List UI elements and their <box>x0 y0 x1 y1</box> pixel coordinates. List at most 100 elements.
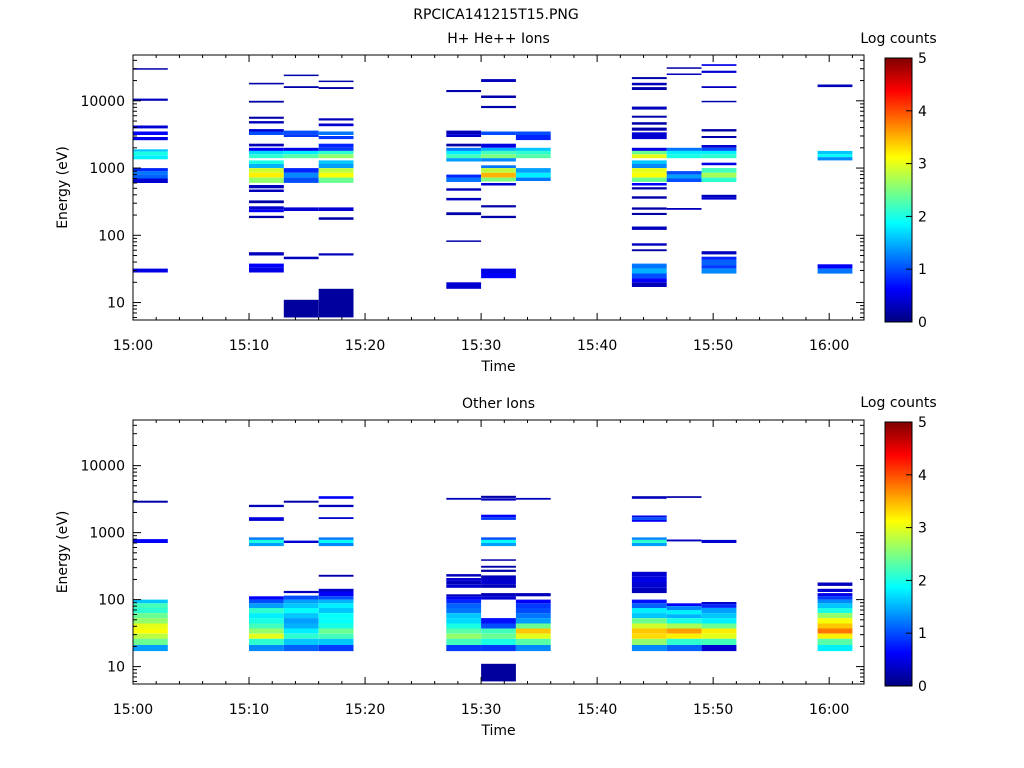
heatmap-cell <box>481 498 516 501</box>
colorbar-tick-label: 5 <box>918 415 927 431</box>
heatmap-cell <box>318 143 354 148</box>
heatmap-cell <box>701 129 737 132</box>
heatmap-cell <box>817 618 853 624</box>
heatmap-cell <box>133 645 168 652</box>
heatmap-cell <box>318 253 354 256</box>
heatmap-cell <box>283 608 319 614</box>
heatmap-cell <box>631 645 667 652</box>
heatmap-cell <box>318 592 354 597</box>
heatmap-cell <box>481 543 516 547</box>
colorbar-label: Log counts <box>860 31 936 47</box>
colorbar-tick-label: 1 <box>918 262 927 278</box>
heatmap-cell <box>446 143 482 147</box>
y-tick-label: 1000 <box>89 161 125 177</box>
heatmap-cell <box>666 603 702 607</box>
heatmap-cell <box>631 207 667 210</box>
heatmap-cells <box>133 495 853 682</box>
heatmap-cell <box>631 273 667 279</box>
heatmap-cell <box>249 543 284 547</box>
heatmap-cell <box>446 130 482 134</box>
heatmap-cell <box>631 150 667 155</box>
heatmap-cell <box>446 240 482 242</box>
heatmap-cell <box>701 100 737 103</box>
heatmap-cell <box>446 618 482 624</box>
plot-frame <box>132 419 865 685</box>
y-axis-label: Energy (eV) <box>55 511 71 594</box>
heatmap-cell <box>631 172 667 178</box>
plot-frame <box>132 54 865 321</box>
heatmap-cell <box>318 118 354 121</box>
heatmap-cell <box>283 168 319 173</box>
heatmap-cell <box>318 645 354 652</box>
heatmap-cell <box>318 123 354 127</box>
colorbar-tick-label: 0 <box>918 315 927 331</box>
heatmap-cell <box>631 160 667 164</box>
heatmap-cell <box>631 263 667 269</box>
heatmap-cell <box>249 504 284 508</box>
heatmap-cell <box>249 539 284 543</box>
heatmap-cell <box>283 628 319 634</box>
x-tick-label: 15:50 <box>693 702 733 718</box>
heatmap-cell <box>701 618 737 624</box>
heatmap-cell <box>631 243 667 246</box>
heatmap-cell <box>318 496 354 499</box>
heatmap-cell <box>249 200 284 204</box>
heatmap-cell <box>701 638 737 645</box>
heatmap-cell <box>481 537 516 540</box>
heatmap-cell <box>133 628 168 634</box>
heatmap-cell <box>481 633 516 639</box>
heatmap-cell <box>318 596 354 600</box>
heatmap-cell <box>249 517 284 519</box>
heatmap-cell <box>249 82 284 85</box>
heatmap-cell <box>666 154 702 159</box>
heatmap-cell <box>631 599 667 604</box>
heatmap-cell <box>318 628 354 634</box>
heatmap-cell <box>249 209 284 213</box>
heatmap-cell <box>631 268 667 274</box>
heatmap-cell <box>515 593 551 597</box>
heatmap-cell <box>446 282 482 289</box>
heatmap-cell <box>133 539 168 543</box>
heatmap-cell <box>701 194 737 198</box>
y-tick-label: 10000 <box>80 94 125 110</box>
heatmap-cell <box>318 574 354 577</box>
colorbar-tick-label: 4 <box>918 104 927 120</box>
heatmap-cell <box>631 515 667 518</box>
heatmap-cell <box>318 599 354 604</box>
heatmap-cell <box>631 576 667 583</box>
heatmap-cell <box>249 599 284 604</box>
heatmap-cell <box>283 623 319 629</box>
heatmap-cell <box>446 188 482 191</box>
heatmap-cell <box>631 537 667 540</box>
heatmap-cell <box>701 645 737 652</box>
heatmap-cell <box>701 136 737 138</box>
heatmap-cell <box>283 256 319 260</box>
heatmap-cell <box>666 178 702 182</box>
heatmap-cell <box>318 80 354 83</box>
heatmap-cell <box>318 608 354 614</box>
panel-1: H+ He++ Ions 15:00 15:10 15:20 15:30 15:40 15:… <box>55 31 937 375</box>
heatmap-cell <box>631 87 667 90</box>
heatmap-cell <box>318 168 354 173</box>
heatmap-cell <box>817 608 853 614</box>
heatmap-cell <box>631 282 667 287</box>
colorbar <box>884 57 913 323</box>
heatmap-cell <box>133 268 168 273</box>
heatmap-cell <box>133 131 168 135</box>
heatmap-cell <box>631 177 667 182</box>
heatmap-cell <box>249 121 284 124</box>
heatmap-cell <box>249 206 284 210</box>
heatmap-cell <box>631 115 667 118</box>
heatmap-cell <box>515 135 551 141</box>
heatmap-cell <box>666 150 702 155</box>
heatmap-cell <box>249 100 284 103</box>
heatmap-cell <box>283 177 319 183</box>
y-tick-label: 10000 <box>80 459 125 475</box>
heatmap-cell <box>817 268 853 274</box>
heatmap-cell <box>249 628 284 634</box>
heatmap-cell <box>631 587 667 594</box>
heatmap-cell <box>133 125 168 129</box>
heatmap-cell <box>446 633 482 639</box>
heatmap-cell <box>631 608 667 614</box>
